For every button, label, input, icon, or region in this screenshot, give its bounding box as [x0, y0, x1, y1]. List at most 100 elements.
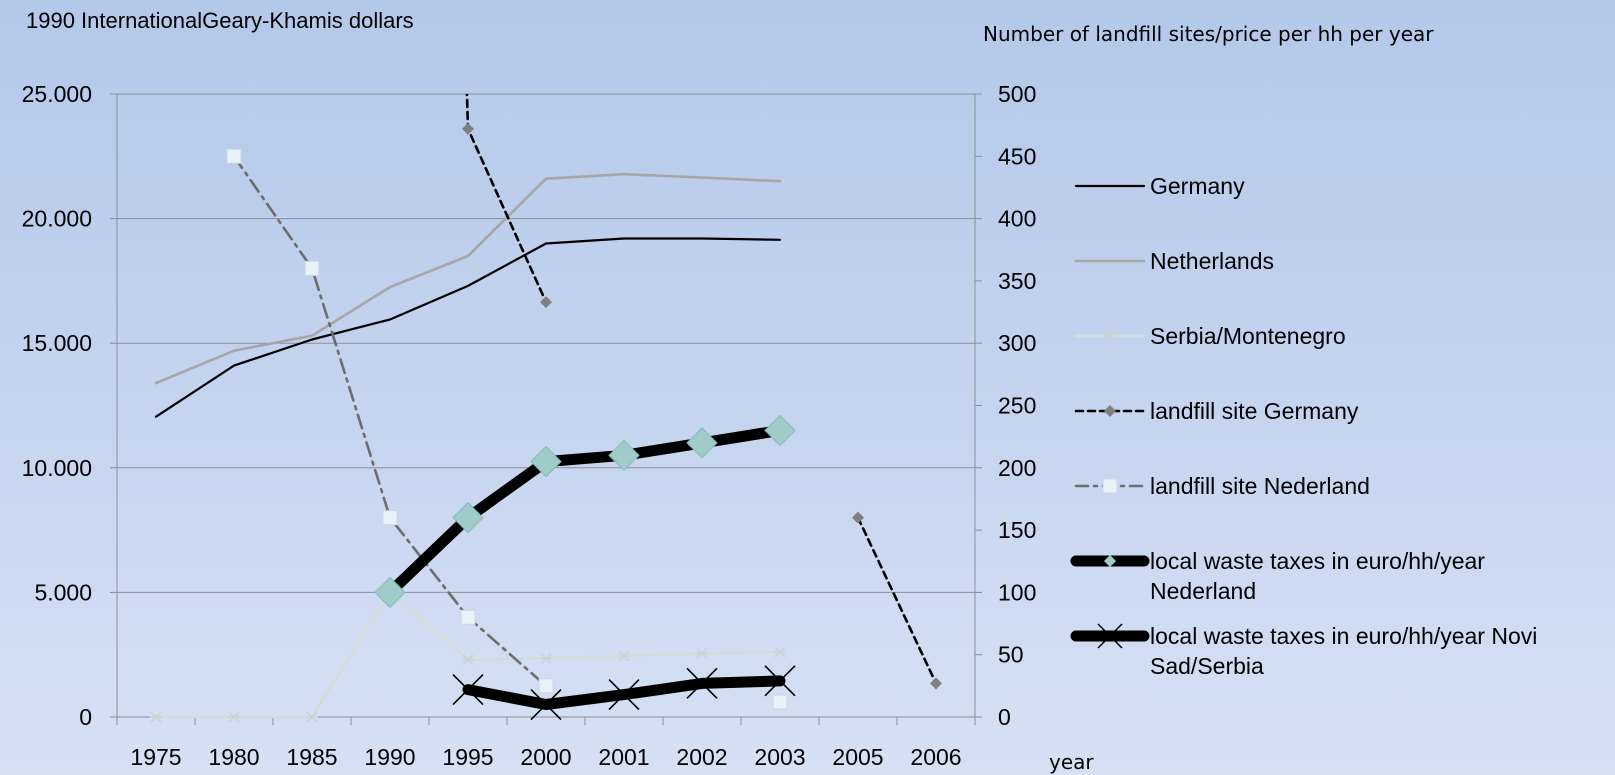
right-axis-title: Number of landfill sites/price per hh pe…	[983, 22, 1434, 46]
x-tick-label: 1985	[286, 744, 337, 770]
legend-label: landfill site Germany	[1150, 398, 1359, 424]
data-point-marker	[228, 711, 240, 723]
right-tick-label: 350	[998, 268, 1036, 294]
x-tick-label: 2002	[676, 744, 727, 770]
data-point-marker	[618, 650, 630, 662]
legend-label: local waste taxes in euro/hh/year Nederla…	[1150, 548, 1485, 604]
legend-label-line: Sad/Serbia	[1150, 653, 1264, 679]
legend-item: local waste taxes in euro/hh/year Novi Sa…	[1070, 623, 1537, 679]
data-point-marker	[540, 296, 552, 309]
series-landfill-site-germany	[462, 94, 942, 690]
right-tick-label: 50	[998, 642, 1024, 668]
legend-label: Netherlands	[1150, 248, 1274, 274]
x-tick-label: 2001	[598, 744, 649, 770]
x-tick-label: 1995	[442, 744, 493, 770]
series-line	[462, 675, 786, 710]
right-tick-label: 200	[998, 455, 1036, 481]
legend-label: Germany	[1150, 173, 1245, 199]
series-local-waste-taxes-in-euro-hh-year-novi-sad-serbia	[452, 665, 796, 721]
marker-stroke	[452, 674, 484, 706]
legend-item: Germany	[1074, 173, 1245, 199]
data-point-marker	[462, 122, 474, 135]
legend-label: local waste taxes in euro/hh/year Novi Sa…	[1150, 623, 1537, 679]
data-point-marker	[608, 439, 640, 472]
left-tick-label: 20.000	[22, 206, 92, 232]
data-point-marker	[696, 647, 708, 659]
data-point-marker	[764, 414, 796, 447]
data-point-marker	[226, 148, 242, 164]
right-tick-label: 250	[998, 393, 1036, 419]
data-point-marker	[772, 694, 788, 710]
right-tick-label: 300	[998, 330, 1036, 356]
right-tick-label: 150	[998, 517, 1036, 543]
x-tick-label: 1990	[364, 744, 415, 770]
series-netherlands	[154, 172, 782, 385]
data-point-marker	[930, 677, 942, 690]
left-tick-label: 10.000	[22, 455, 92, 481]
right-tick-label: 450	[998, 143, 1036, 169]
legend-item: Serbia/Montenegro	[1074, 323, 1346, 349]
data-point-marker	[608, 679, 640, 711]
series-serbia-montenegro	[150, 586, 786, 723]
legend-item: landfill site Germany	[1074, 398, 1359, 424]
left-tick-label: 15.000	[22, 330, 92, 356]
legend-label: landfill site Nederland	[1150, 473, 1370, 499]
data-point-marker	[530, 445, 562, 478]
series-layer	[150, 94, 942, 723]
left-tick-label: 5.000	[34, 579, 92, 605]
x-tick-label: 1980	[208, 744, 259, 770]
marker-stroke	[608, 679, 640, 711]
x-tick-label: 1975	[130, 744, 181, 770]
legend-label-line: local waste taxes in euro/hh/year Novi	[1150, 623, 1537, 649]
data-point-marker	[764, 665, 796, 697]
series-local-waste-taxes-in-euro-hh-year-nederland	[374, 414, 796, 609]
marker-stroke	[1097, 623, 1123, 649]
data-point-marker	[530, 688, 562, 721]
data-point-marker	[774, 646, 786, 658]
gridlines	[117, 93, 975, 593]
data-point-marker	[374, 576, 406, 609]
legend-item: landfill site Nederland	[1074, 473, 1370, 499]
marker-stroke	[686, 667, 718, 699]
data-point-marker	[538, 678, 554, 694]
data-point-marker	[306, 711, 318, 723]
right-tick-label: 100	[998, 579, 1036, 605]
data-point-marker	[304, 260, 320, 276]
data-point-marker	[686, 667, 718, 699]
x-tick-label: 2000	[520, 744, 571, 770]
series-line	[154, 237, 782, 418]
x-axis-title: year	[1049, 750, 1094, 774]
marker-stroke	[530, 688, 562, 721]
data-point-marker	[1104, 330, 1116, 342]
left-axis-title: 1990 InternationalGeary-Khamis dollars	[26, 8, 414, 33]
data-point-marker	[452, 674, 484, 706]
legend-label-line: Nederland	[1150, 578, 1256, 604]
right-tick-label: 400	[998, 206, 1036, 232]
x-tick-label: 2005	[832, 744, 883, 770]
x-tick-label: 2006	[910, 744, 961, 770]
legend-label: Serbia/Montenegro	[1150, 323, 1346, 349]
marker-stroke	[764, 665, 796, 697]
legend: Germany Netherlands Serbia/Montenegro landf…	[1070, 173, 1537, 679]
data-point-marker	[540, 652, 552, 664]
right-tick-label: 0	[998, 704, 1011, 730]
data-point-marker	[1102, 478, 1118, 494]
left-tick-label: 25.000	[22, 81, 92, 107]
data-point-marker	[382, 510, 398, 526]
legend-marker	[1104, 555, 1116, 567]
data-point-marker	[852, 511, 864, 524]
series-germany	[154, 237, 782, 418]
data-point-marker	[686, 427, 718, 459]
legend-label-line: local waste taxes in euro/hh/year	[1150, 548, 1485, 574]
x-tick-label: 2003	[754, 744, 805, 770]
legend-marker	[1097, 623, 1123, 649]
data-point-marker	[460, 609, 476, 625]
series-line	[154, 172, 782, 385]
data-point-marker	[462, 654, 474, 666]
right-tick-label: 500	[998, 81, 1036, 107]
series-landfill-site-nederland	[226, 148, 788, 710]
legend-item: Netherlands	[1074, 248, 1274, 274]
series-line	[384, 424, 786, 598]
legend-item: local waste taxes in euro/hh/year Nederla…	[1070, 548, 1485, 604]
